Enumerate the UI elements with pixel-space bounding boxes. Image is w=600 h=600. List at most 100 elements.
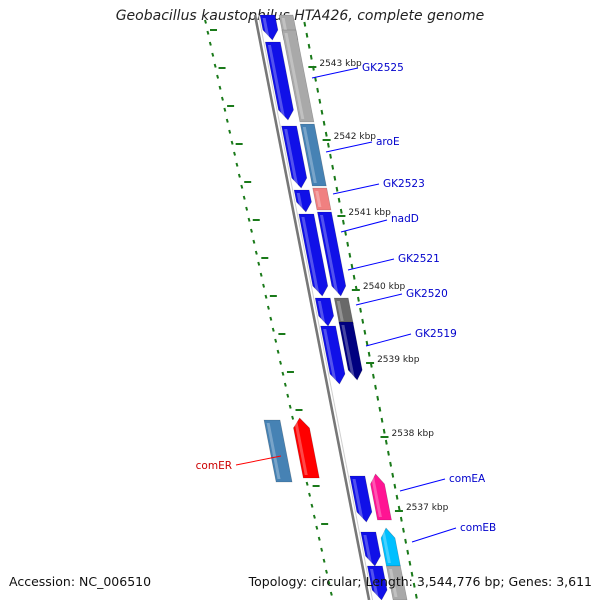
gene-highlight xyxy=(294,421,308,475)
tick-mark xyxy=(204,19,207,24)
tick-mark xyxy=(247,217,251,222)
gene-label-leader xyxy=(365,333,412,347)
gene-label-leader xyxy=(355,293,403,306)
gene-block xyxy=(293,417,320,479)
tick-mark xyxy=(322,558,326,563)
tick-mark xyxy=(406,549,410,555)
gene-highlight xyxy=(363,535,372,563)
gene-highlight xyxy=(315,191,322,207)
tick-mark xyxy=(269,316,273,321)
tick-mark xyxy=(393,483,397,489)
tick-mark xyxy=(288,404,292,409)
tick-mark xyxy=(230,140,234,145)
gene-label: GK2521 xyxy=(398,253,440,265)
tick-mark xyxy=(333,175,337,181)
tick-mark xyxy=(339,208,343,214)
gene-highlight xyxy=(267,45,285,117)
tick-mark xyxy=(320,547,324,552)
tick-mark xyxy=(363,329,367,335)
summary-text: Topology: circular; Length: 3,544,776 bp… xyxy=(248,574,592,589)
gene-block xyxy=(259,14,279,41)
tick-mark xyxy=(341,219,345,225)
tick-mark xyxy=(279,360,282,365)
tick-mark xyxy=(317,536,321,541)
tick-mark xyxy=(337,197,341,203)
tick-mark xyxy=(264,294,268,299)
tick-mark xyxy=(335,186,339,192)
kbp-label: 2543 kbp xyxy=(319,59,362,69)
tick-mark xyxy=(352,274,356,280)
tick-mark xyxy=(257,261,261,266)
accession-text: Accession: NC_006510 xyxy=(9,574,152,589)
tick-mark xyxy=(372,373,375,379)
gene-label-leader xyxy=(340,219,388,233)
tick-mark xyxy=(384,439,388,445)
tick-mark xyxy=(326,142,330,148)
tick-mark xyxy=(271,327,275,332)
tick-mark xyxy=(211,52,215,57)
tick-mark xyxy=(329,591,333,596)
tick-mark xyxy=(240,184,244,189)
gene-block xyxy=(367,565,388,600)
gene-label: GK2523 xyxy=(383,178,425,190)
gene-highlight xyxy=(370,569,379,597)
tick-mark xyxy=(242,195,246,200)
tick-mark xyxy=(225,118,229,123)
tick-mark xyxy=(223,107,227,112)
gene-highlight xyxy=(341,325,355,377)
gene-highlight xyxy=(284,129,299,185)
gene-label-leader xyxy=(235,455,282,466)
gene-label-leader xyxy=(311,67,359,79)
kbp-label: 2538 kbp xyxy=(392,429,435,439)
tick-mark xyxy=(318,98,322,104)
gene-highlight xyxy=(336,301,344,321)
gene-label: comER xyxy=(196,460,232,472)
tick-mark xyxy=(276,349,280,354)
tick-mark xyxy=(382,428,386,434)
tick-mark xyxy=(213,63,217,68)
gene-label: GK2520 xyxy=(406,288,448,300)
gene-block xyxy=(333,297,354,325)
gene-highlight xyxy=(266,423,281,479)
tick-mark xyxy=(237,173,241,178)
tick-mark xyxy=(281,371,285,376)
tick-mark xyxy=(235,162,239,167)
tick-mark xyxy=(367,351,371,357)
tick-mark xyxy=(389,461,393,467)
tick-mark xyxy=(307,43,311,49)
gene-label: GK2525 xyxy=(362,62,404,74)
gene-highlight xyxy=(352,479,364,519)
tick-mark xyxy=(312,514,316,519)
gene-highlight xyxy=(262,18,270,37)
gene-block xyxy=(317,211,347,297)
tick-mark xyxy=(387,450,390,456)
tick-mark xyxy=(245,206,249,211)
tick-mark xyxy=(316,87,320,93)
kbp-label: 2542 kbp xyxy=(334,132,377,142)
kbp-label: 2537 kbp xyxy=(406,503,449,513)
tick-mark xyxy=(391,472,395,478)
tick-mark xyxy=(329,153,332,159)
gene-highlight xyxy=(317,301,326,323)
backbone-outer xyxy=(253,14,371,600)
tick-mark xyxy=(408,560,412,566)
gene-block xyxy=(370,473,392,521)
gene-label-leader xyxy=(399,478,446,492)
gene-block xyxy=(360,531,381,567)
gene-block xyxy=(338,321,363,381)
gene-block xyxy=(298,213,329,297)
tick-mark xyxy=(291,415,295,420)
tick-mark xyxy=(233,151,237,156)
tick-mark xyxy=(380,417,384,423)
tick-mark xyxy=(286,393,290,398)
gene-block xyxy=(314,297,335,327)
gene-highlight xyxy=(301,217,320,293)
tick-mark xyxy=(412,582,416,588)
tick-mark xyxy=(206,30,210,35)
gene-label-leader xyxy=(325,141,373,153)
tick-mark xyxy=(359,307,362,313)
gene-label: aroE xyxy=(376,136,400,148)
tick-mark xyxy=(395,494,399,500)
tick-mark xyxy=(254,250,258,255)
gene-highlight xyxy=(381,531,391,563)
